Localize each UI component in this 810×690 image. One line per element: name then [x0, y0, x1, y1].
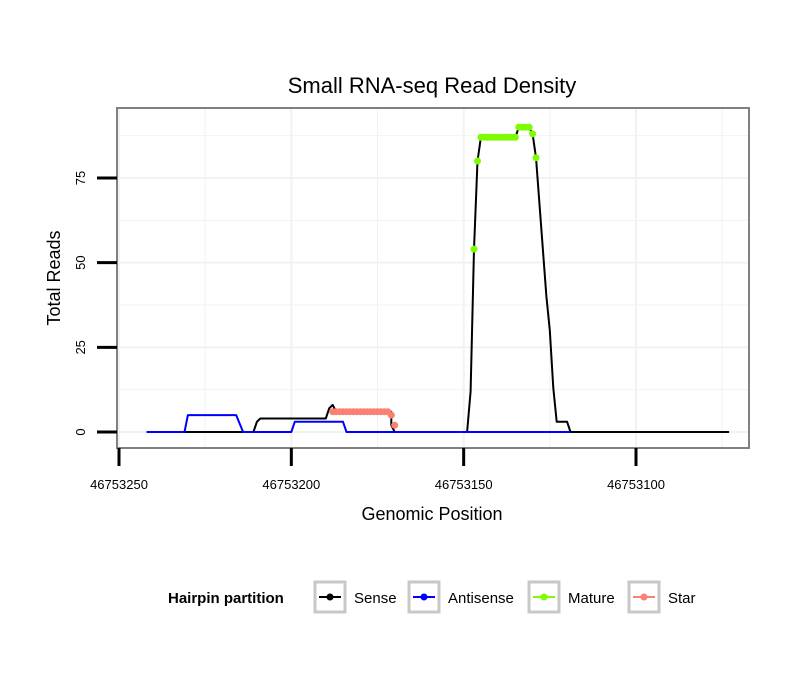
legend-label-antisense: Antisense [448, 590, 514, 607]
plot-background [117, 108, 749, 448]
legend-label-mature: Mature [568, 590, 615, 607]
legend-dot-antisense [420, 593, 428, 601]
plot-border [116, 107, 750, 449]
y-tick-label: 25 [73, 340, 88, 354]
legend-item-sense: Sense [313, 580, 397, 614]
x-axis: 46753250 46753200 46753150 46753100 [90, 448, 665, 492]
legend-item-star: Star [627, 580, 696, 614]
x-axis-title: Genomic Position [361, 504, 502, 524]
legend-label-sense: Sense [354, 590, 397, 607]
y-tick-label: 75 [73, 171, 88, 185]
legend-title: Hairpin partition [168, 590, 284, 607]
legend-dot-sense [326, 593, 334, 601]
legend-item-mature: Mature [527, 580, 615, 614]
y-tick-label: 50 [73, 255, 88, 269]
data-point-mature [532, 154, 540, 162]
series-line-antisense [146, 414, 571, 433]
x-tick-label: 46753200 [262, 477, 320, 492]
x-tick-label: 46753150 [435, 477, 493, 492]
x-tick-label: 46753100 [607, 477, 665, 492]
legend-label-star: Star [668, 590, 696, 607]
y-axis-title: Total Reads [44, 230, 64, 325]
data-point-mature [474, 157, 481, 165]
legend-dot-star [640, 593, 648, 601]
series-layer [146, 123, 730, 433]
data-point-star [391, 421, 399, 429]
legend: Hairpin partition Sense Antisense Mature… [168, 580, 696, 614]
plot-panel [116, 107, 750, 449]
y-axis: 0 25 50 75 [73, 171, 117, 436]
chart-title: Small RNA-seq Read Density [288, 73, 577, 98]
data-point-mature [529, 130, 537, 138]
data-point-mature [525, 123, 533, 131]
data-point-mature [470, 245, 478, 253]
legend-item-antisense: Antisense [407, 580, 514, 614]
data-point-mature [511, 133, 519, 141]
x-tick-label: 46753250 [90, 477, 148, 492]
data-point-star [387, 411, 395, 419]
y-tick-label: 0 [73, 428, 88, 435]
legend-dot-mature [540, 593, 548, 601]
